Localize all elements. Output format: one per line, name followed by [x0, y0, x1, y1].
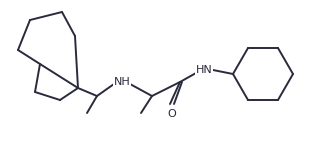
- Text: O: O: [167, 109, 176, 119]
- Text: NH: NH: [114, 77, 130, 87]
- Text: HN: HN: [196, 65, 212, 75]
